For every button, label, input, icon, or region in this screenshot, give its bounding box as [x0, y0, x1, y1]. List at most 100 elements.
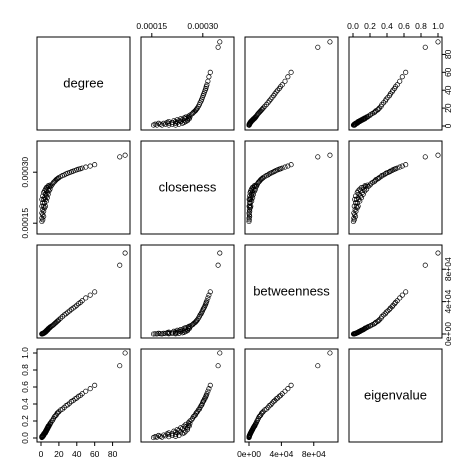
right-tick-label-degree-2: 40	[443, 85, 453, 95]
point-betweenness-vs-closeness-11	[161, 330, 167, 336]
point-betweenness-vs-closeness-60	[205, 295, 211, 301]
point-degree-vs-eigenvalue-51	[383, 96, 389, 102]
point-eigenvalue-vs-closeness-38	[187, 418, 193, 424]
point-eigenvalue-vs-closeness-61	[206, 386, 212, 392]
point-closeness-vs-degree-38	[49, 182, 55, 188]
point-degree-vs-closeness-38	[187, 112, 193, 118]
point-degree-vs-eigenvalue-41	[371, 110, 377, 116]
point-degree-vs-eigenvalue-42	[372, 109, 378, 115]
point-eigenvalue-vs-degree-46	[56, 409, 62, 415]
point-closeness-vs-degree-19	[42, 203, 49, 209]
point-closeness-vs-eigenvalue-62	[403, 162, 409, 168]
point-closeness-vs-betweenness-30	[250, 191, 257, 197]
point-eigenvalue-vs-degree-45	[55, 409, 61, 416]
point-eigenvalue-vs-degree-56	[74, 395, 80, 401]
point-betweenness-vs-eigenvalue-64	[435, 250, 441, 256]
point-degree-vs-closeness-40	[190, 110, 196, 117]
point-degree-vs-eigenvalue-48	[379, 101, 385, 108]
panel-betweenness-eigenvalue	[348, 244, 443, 339]
point-closeness-vs-eigenvalue-61	[399, 163, 405, 169]
point-degree-vs-closeness-34	[185, 115, 192, 121]
point-closeness-vs-betweenness-63	[315, 154, 321, 160]
point-eigenvalue-vs-degree-60	[83, 388, 89, 394]
point-closeness-vs-degree-5	[40, 217, 46, 223]
point-betweenness-vs-degree-64	[122, 250, 128, 256]
point-eigenvalue-vs-degree-63	[117, 363, 123, 369]
point-degree-vs-closeness-4	[173, 122, 179, 128]
top-tick-label-eigenvalue-4: 0.8	[415, 21, 427, 31]
point-closeness-vs-degree-16	[42, 200, 48, 206]
point-betweenness-vs-eigenvalue-38	[367, 323, 373, 329]
top-tick-label-eigenvalue-0: 0.0	[347, 21, 359, 31]
point-eigenvalue-vs-degree-64	[122, 350, 128, 356]
point-degree-vs-closeness-16	[169, 119, 175, 125]
point-degree-vs-closeness-3	[166, 122, 172, 128]
panel-closeness-betweenness	[244, 140, 339, 235]
point-closeness-vs-betweenness-62	[288, 162, 294, 168]
panel-degree-degree	[36, 36, 131, 131]
point-degree-vs-eigenvalue-36	[364, 114, 371, 120]
top-tick-label-eigenvalue-3: 0.6	[398, 21, 410, 31]
point-closeness-vs-betweenness-54	[272, 168, 278, 174]
point-closeness-vs-degree-62	[92, 162, 98, 168]
point-degree-vs-closeness-30	[178, 116, 184, 122]
point-eigenvalue-vs-closeness-10	[156, 432, 162, 439]
point-closeness-vs-betweenness-64	[327, 152, 333, 158]
point-closeness-vs-eigenvalue-38	[367, 182, 373, 188]
point-closeness-vs-betweenness-5	[246, 217, 252, 223]
point-betweenness-vs-closeness-0	[150, 331, 157, 337]
point-closeness-vs-betweenness-27	[250, 195, 256, 201]
panel-betweenness-betweenness	[244, 244, 339, 339]
point-betweenness-vs-closeness-19	[166, 329, 172, 335]
point-degree-vs-eigenvalue-59	[394, 82, 400, 88]
point-closeness-vs-degree-59	[79, 165, 85, 171]
point-degree-vs-betweenness-64	[327, 39, 333, 45]
point-eigenvalue-vs-betweenness-63	[315, 363, 321, 369]
right-tick-label-betweenness-1: 4e+04	[443, 289, 453, 313]
panel-betweenness-degree	[36, 244, 131, 339]
point-degree-vs-betweenness-46	[260, 105, 266, 111]
point-eigenvalue-vs-degree-61	[87, 386, 93, 392]
point-betweenness-vs-degree-50	[63, 311, 69, 317]
point-eigenvalue-vs-degree-41	[51, 414, 57, 420]
bottom-tick-label-degree-0: 0	[39, 449, 44, 459]
point-degree-vs-betweenness-44	[258, 107, 265, 113]
point-degree-vs-betweenness-56	[275, 87, 281, 93]
point-betweenness-vs-eigenvalue-52	[385, 308, 391, 314]
point-degree-vs-closeness-10	[156, 120, 162, 126]
point-betweenness-vs-degree-59	[79, 298, 85, 304]
point-closeness-vs-betweenness-60	[282, 164, 288, 170]
point-eigenvalue-vs-betweenness-56	[275, 395, 281, 401]
point-degree-vs-eigenvalue-49	[381, 100, 387, 106]
var-label-eigenvalue: eigenvalue	[364, 388, 427, 403]
point-degree-vs-eigenvalue-56	[390, 87, 396, 93]
point-degree-vs-eigenvalue-60	[397, 78, 403, 84]
point-degree-vs-eigenvalue-45	[375, 106, 382, 112]
point-eigenvalue-vs-betweenness-42	[257, 413, 263, 419]
point-closeness-vs-degree-61	[87, 163, 93, 169]
point-eigenvalue-vs-closeness-64	[217, 350, 223, 356]
point-degree-vs-closeness-61	[206, 74, 212, 80]
point-betweenness-vs-closeness-61	[206, 292, 212, 298]
point-betweenness-vs-eigenvalue-60	[397, 295, 403, 301]
point-degree-vs-eigenvalue-54	[387, 91, 393, 97]
point-eigenvalue-vs-degree-38	[49, 418, 55, 424]
point-eigenvalue-vs-closeness-45	[194, 409, 200, 416]
left-tick-label-eigenvalue-0: 0.0	[20, 432, 30, 444]
point-eigenvalue-vs-closeness-47	[195, 407, 201, 413]
point-eigenvalue-vs-betweenness-58	[278, 392, 284, 399]
point-closeness-vs-eigenvalue-60	[397, 164, 403, 170]
left-tick-label-closeness-0: 0.00015	[20, 208, 30, 239]
point-betweenness-vs-closeness-23	[171, 328, 177, 334]
point-closeness-vs-degree-3	[39, 203, 45, 209]
point-degree-vs-betweenness-50	[266, 98, 272, 104]
point-closeness-vs-betweenness-61	[285, 163, 291, 169]
point-degree-vs-closeness-57	[203, 85, 209, 91]
point-degree-vs-betweenness-58	[278, 84, 284, 90]
point-degree-vs-closeness-11	[161, 120, 167, 126]
point-betweenness-vs-closeness-5	[152, 331, 158, 337]
point-eigenvalue-vs-degree-48	[59, 406, 66, 412]
point-eigenvalue-vs-betweenness-59	[279, 391, 285, 397]
panel-betweenness-closeness	[140, 244, 235, 339]
